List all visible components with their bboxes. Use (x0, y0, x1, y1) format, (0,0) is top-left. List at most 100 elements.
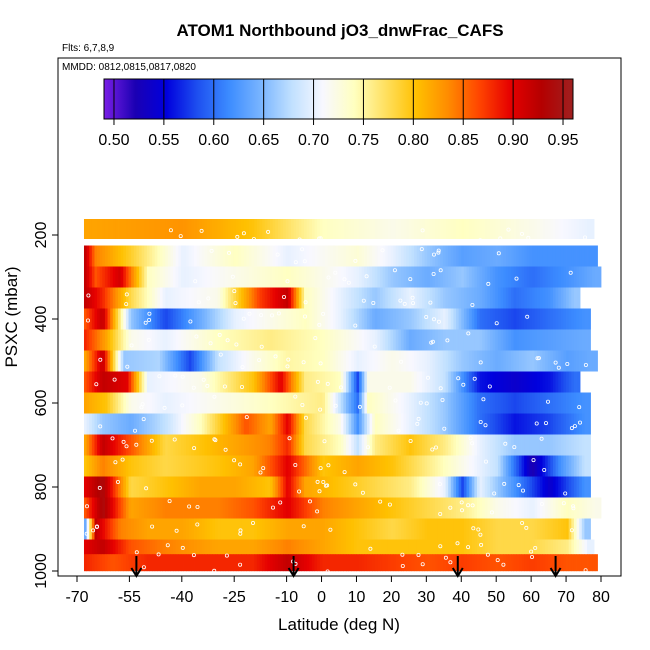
heatmap-cell (306, 350, 310, 372)
heatmap-cell (167, 266, 171, 288)
heatmap-cell (165, 266, 169, 288)
heatmap-cell (411, 497, 415, 519)
heatmap-cell (490, 434, 494, 456)
heatmap-cell (246, 434, 250, 456)
heatmap-cell (395, 554, 399, 572)
heatmap-cell (238, 554, 242, 572)
heatmap-cell (136, 266, 140, 288)
heatmap-cell (416, 476, 420, 498)
heatmap-cell (345, 497, 350, 519)
heatmap-cell (539, 518, 543, 540)
heatmap-cell (345, 554, 350, 572)
heatmap-cell (285, 413, 289, 435)
heatmap-cell (563, 245, 567, 267)
heatmap-cell (372, 518, 376, 540)
heatmap-cell (398, 497, 402, 519)
heatmap-cell (322, 308, 326, 330)
heatmap-cell (474, 413, 478, 435)
sample-dot (494, 321, 499, 326)
heatmap-cell (175, 392, 179, 414)
heatmap-cell (110, 329, 114, 351)
heatmap-cell (330, 308, 334, 330)
heatmap-cell (191, 350, 195, 372)
sample-dot (428, 300, 433, 305)
heatmap-cell (377, 518, 381, 540)
heatmap-cell (254, 287, 258, 309)
heatmap-cell (191, 329, 195, 351)
heatmap-cell (204, 539, 208, 561)
heatmap-cell (228, 413, 232, 435)
heatmap-cell (526, 476, 530, 498)
heatmap-cell (194, 413, 198, 435)
heatmap-cell (280, 476, 284, 498)
heatmap-cell (330, 554, 334, 572)
heatmap-cell (311, 455, 315, 477)
heatmap-cell (304, 434, 308, 456)
sample-dot (86, 293, 91, 298)
heatmap-cell (319, 497, 323, 519)
heatmap-cell (280, 266, 284, 288)
heatmap-cell (442, 350, 446, 372)
heatmap-cell (332, 554, 336, 572)
heatmap-cell (476, 392, 481, 414)
heatmap-cell (340, 413, 344, 435)
heatmap-cell (139, 518, 143, 540)
heatmap-cell (469, 350, 473, 372)
heatmap-cell (545, 518, 549, 540)
heatmap-cell (380, 350, 384, 372)
heatmap-cell (301, 518, 305, 540)
heatmap-cell (374, 287, 378, 309)
heatmap-cell (262, 497, 266, 519)
sample-dot (157, 374, 162, 379)
heatmap-cell (254, 413, 258, 435)
sample-dot (424, 401, 429, 406)
heatmap-cell (123, 329, 127, 351)
heatmap-cell (364, 308, 368, 330)
heatmap-cell (296, 434, 300, 456)
heatmap-cell (547, 455, 551, 477)
sample-dot (285, 364, 290, 369)
heatmap-cell (183, 245, 187, 267)
heatmap-cell (380, 245, 384, 267)
heatmap-cell (576, 371, 580, 393)
heatmap-cell (529, 371, 533, 393)
heatmap-cell (112, 245, 116, 267)
heatmap-cell (458, 518, 462, 540)
heatmap-cell (364, 434, 368, 456)
heatmap-cell (484, 476, 488, 498)
heatmap-cell (220, 434, 224, 456)
heatmap-cell (440, 245, 444, 267)
heatmap-cell (254, 497, 258, 519)
heatmap-cell (411, 245, 415, 267)
heatmap-cell (133, 518, 137, 540)
heatmap-cell (492, 219, 496, 239)
heatmap-cell (178, 329, 182, 351)
heatmap-cell (309, 287, 313, 309)
heatmap-cell (461, 476, 465, 498)
heatmap-cell (186, 308, 190, 330)
heatmap-cell (579, 308, 583, 330)
heatmap-cell (290, 392, 294, 414)
heatmap-cell (311, 371, 315, 393)
heatmap-cell (235, 371, 239, 393)
heatmap-cell (241, 539, 245, 561)
heatmap-cell (327, 413, 331, 435)
heatmap-cell (600, 497, 602, 519)
heatmap-cell (466, 245, 470, 267)
heatmap-cell (492, 371, 496, 393)
heatmap-cell (476, 554, 481, 572)
sample-dot (95, 524, 100, 529)
heatmap-cell (254, 308, 258, 330)
heatmap-cell (112, 413, 116, 435)
sample-dot (561, 501, 566, 506)
heatmap-cell (149, 455, 153, 477)
heatmap-cell (146, 287, 150, 309)
heatmap-cell (566, 413, 570, 435)
heatmap-cell (579, 554, 583, 572)
heatmap-cell (380, 554, 384, 572)
heatmap-cell (568, 518, 572, 540)
heatmap-cell (275, 350, 279, 372)
heatmap-cell (398, 476, 402, 498)
heatmap-cell (178, 392, 182, 414)
heatmap-cell (304, 350, 308, 372)
